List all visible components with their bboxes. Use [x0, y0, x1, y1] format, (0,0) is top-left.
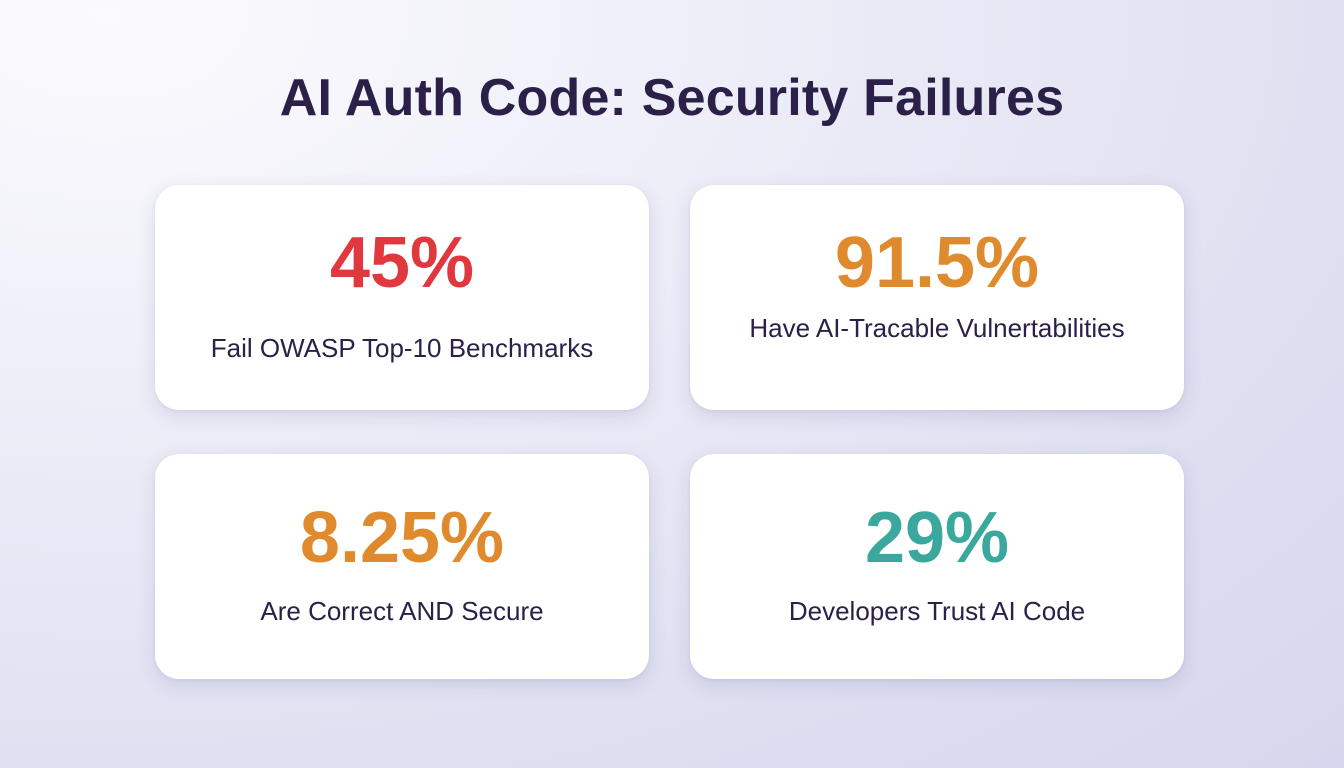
stat-card-vulnerabilities: 91.5% Have AI-Tracable Vulnertabilities	[690, 185, 1184, 410]
stat-value: 91.5%	[834, 223, 1040, 303]
stat-value: 29%	[864, 498, 1010, 578]
page-title: AI Auth Code: Security Failures	[279, 69, 1065, 127]
stat-card-developer-trust: 29% Developers Trust AI Code	[690, 454, 1184, 679]
stat-label: Developers Trust AI Code	[788, 596, 1086, 626]
stat-label: Are Correct AND Secure	[260, 596, 544, 626]
stat-label: Fail OWASP Top-10 Benchmarks	[210, 333, 594, 363]
stat-card-owasp: 45% Fail OWASP Top-10 Benchmarks	[155, 185, 649, 410]
stat-value: 8.25%	[299, 498, 505, 578]
stat-label: Have AI-Tracable Vulnertabilities	[749, 313, 1125, 343]
stat-card-correct-secure: 8.25% Are Correct AND Secure	[155, 454, 649, 679]
stat-value: 45%	[329, 223, 475, 303]
